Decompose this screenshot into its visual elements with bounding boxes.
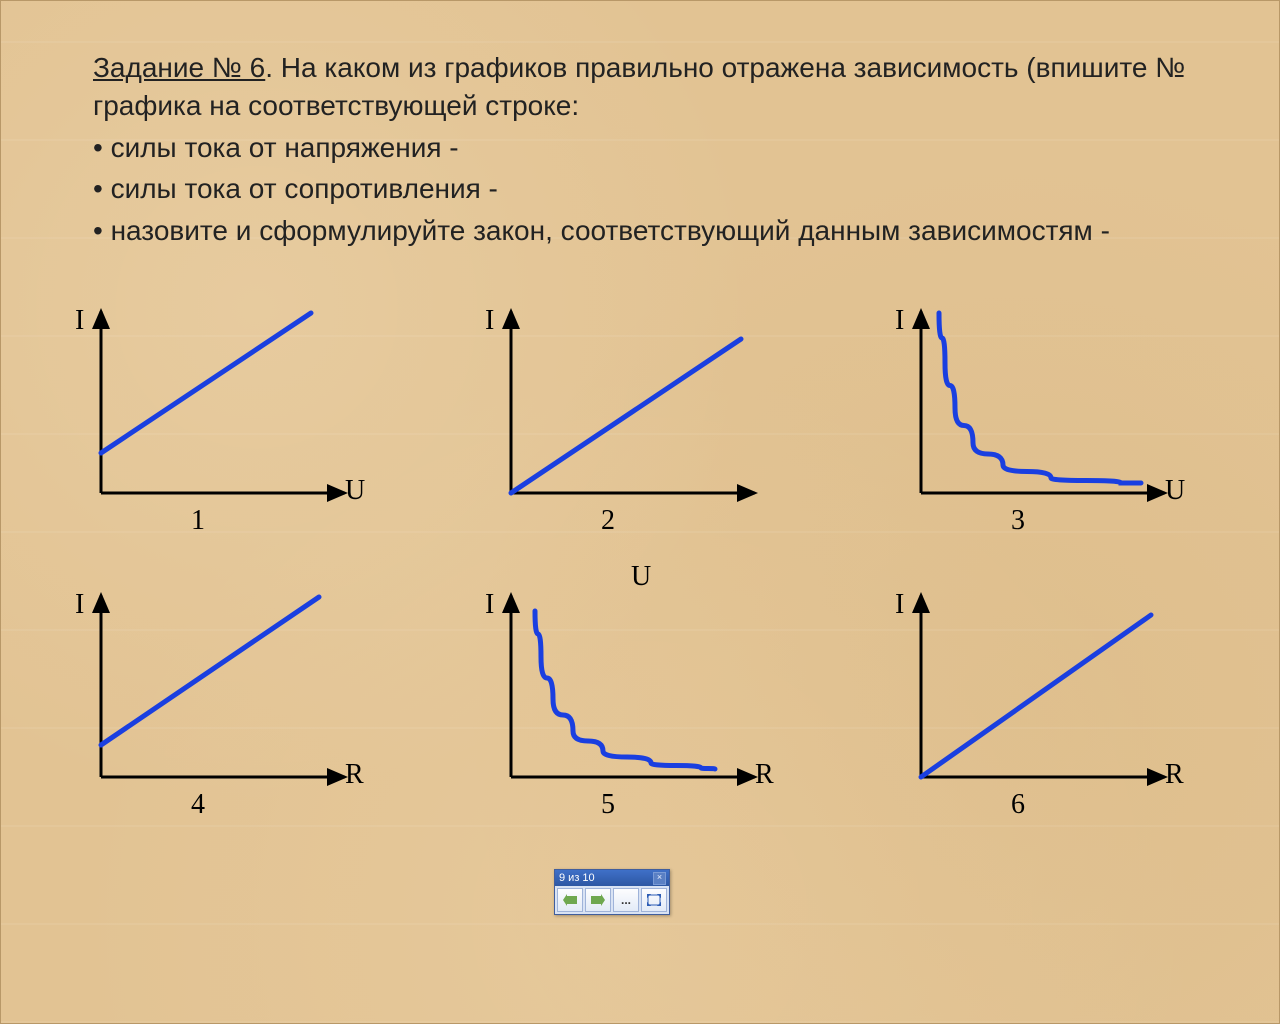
- chart-row-1: IU1 I2 IU3: [61, 303, 1221, 543]
- menu-dots-icon: ...: [621, 893, 631, 907]
- y-axis-label: I: [485, 589, 494, 621]
- y-axis-label: I: [75, 305, 84, 337]
- next-button[interactable]: [585, 888, 611, 912]
- chart-svg: [911, 307, 1171, 507]
- nav-titlebar[interactable]: 9 из 10 ×: [555, 870, 669, 886]
- graph-number: 6: [1011, 789, 1025, 821]
- x-axis-label: R: [345, 759, 364, 791]
- menu-button[interactable]: ...: [613, 888, 639, 912]
- nav-title-text: 9 из 10: [559, 872, 595, 884]
- close-icon[interactable]: ×: [653, 872, 666, 885]
- y-axis-label: I: [75, 589, 84, 621]
- arrow-right-icon: [591, 894, 605, 906]
- chart-5: I R 5: [471, 587, 811, 827]
- chart-1: I U 1: [61, 303, 401, 543]
- graph-number: 5: [601, 789, 615, 821]
- arrow-left-icon: [563, 894, 577, 906]
- chart-svg: [911, 591, 1171, 791]
- nav-buttons: ...: [555, 886, 669, 914]
- y-axis-label: I: [895, 305, 904, 337]
- graph-number: 3: [1011, 505, 1025, 537]
- chart-4: I R 4: [61, 587, 401, 827]
- graph-number: 2: [601, 505, 615, 537]
- chart-svg: [501, 591, 761, 791]
- graph-number: 4: [191, 789, 205, 821]
- x-axis-label: R: [1165, 759, 1184, 791]
- slide-background: Задание № 6. На каком из графиков правил…: [0, 0, 1280, 1024]
- chart-row-2: I R 4 I R 5 I R 6: [61, 587, 1221, 827]
- chart-svg: [91, 307, 351, 507]
- fullscreen-button[interactable]: [641, 888, 667, 912]
- x-axis-label: U: [345, 475, 365, 507]
- slide-nav-toolbar[interactable]: 9 из 10 × ...: [554, 869, 670, 915]
- stray-u-label: U: [631, 561, 651, 593]
- bullet-1: • силы тока от напряжения -: [93, 129, 1193, 167]
- bullet-2: • силы тока от сопротивления -: [93, 170, 1193, 208]
- task-title: Задание № 6: [93, 52, 265, 83]
- chart-2: I2: [471, 303, 811, 543]
- chart-3: I U 3: [881, 303, 1221, 543]
- prev-button[interactable]: [557, 888, 583, 912]
- chart-svg: [501, 307, 761, 507]
- y-axis-label: I: [895, 589, 904, 621]
- chart-svg: [91, 591, 351, 791]
- task-text: Задание № 6. На каком из графиков правил…: [93, 49, 1193, 250]
- x-axis-label: R: [755, 759, 774, 791]
- fullscreen-icon: [647, 894, 661, 906]
- graph-number: 1: [191, 505, 205, 537]
- y-axis-label: I: [485, 305, 494, 337]
- bullet-3: • назовите и сформулируйте закон, соотве…: [93, 212, 1193, 250]
- x-axis-label: U: [1165, 475, 1185, 507]
- chart-6: I R 6: [881, 587, 1221, 827]
